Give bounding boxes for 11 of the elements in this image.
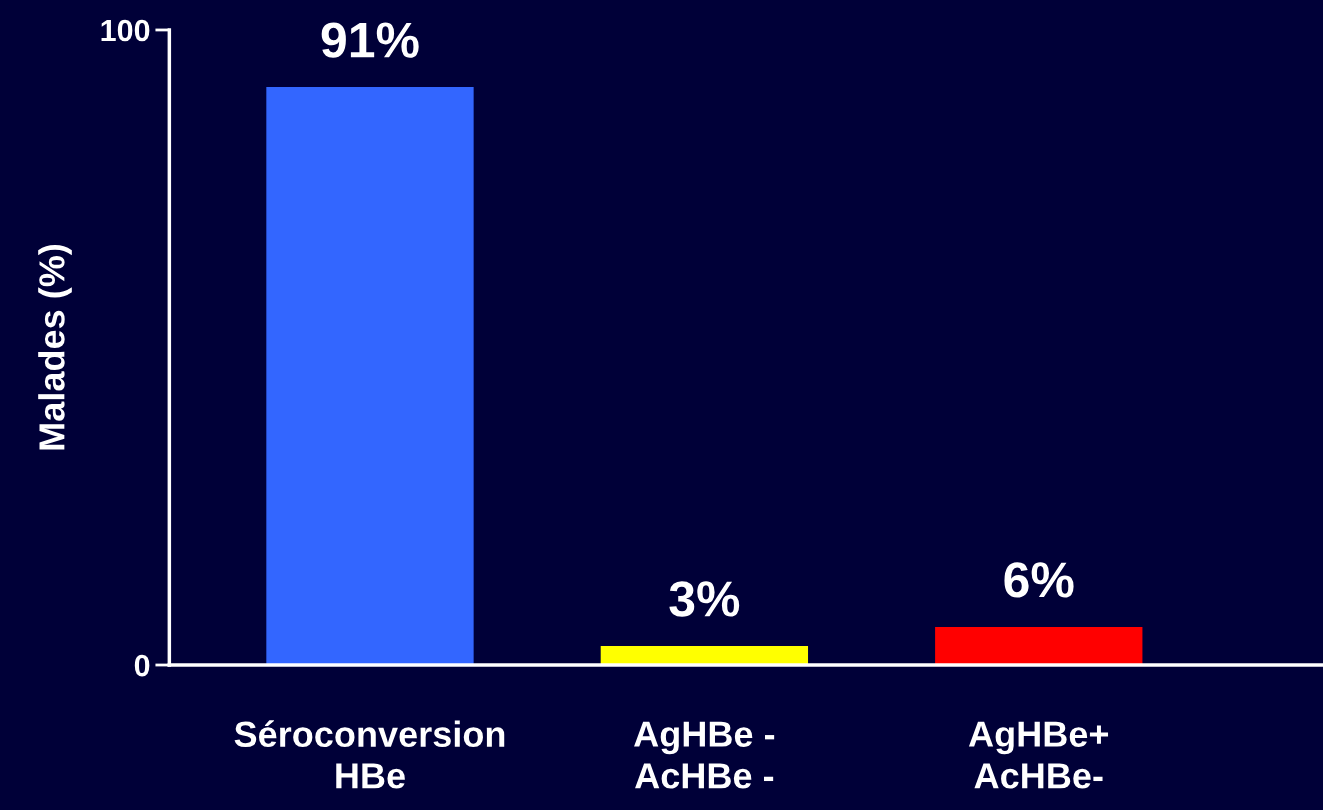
y-tick-label: 100 xyxy=(101,19,150,42)
bar xyxy=(266,87,474,666)
y-axis-title: Malades (%) xyxy=(38,244,72,450)
y-tick-label: 0 xyxy=(134,654,150,677)
bar xyxy=(935,626,1143,666)
data-label: 6% xyxy=(1004,562,1074,598)
data-label: 3% xyxy=(669,581,740,617)
x-tick-label: Séroconversion HBe xyxy=(234,720,505,789)
x-tick-label: AgHBe+ AcHBe- xyxy=(968,721,1109,789)
x-tick-label: AgHBe - AcHBe - xyxy=(634,721,775,789)
data-label: 91% xyxy=(321,22,419,58)
